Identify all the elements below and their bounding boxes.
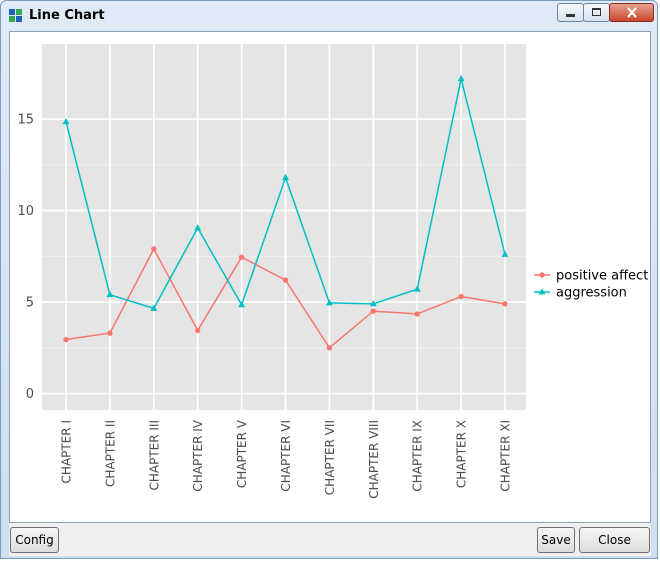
y-tick-label: 0 — [26, 387, 34, 402]
data-point — [62, 117, 70, 125]
data-point — [414, 311, 420, 317]
y-tick-label: 15 — [17, 113, 34, 128]
legend-key-marker — [539, 272, 545, 278]
data-point — [326, 345, 333, 351]
y-tick-label: 5 — [26, 296, 34, 311]
x-tick-label: CHAPTER X — [455, 420, 469, 488]
data-point — [370, 308, 376, 314]
minimize-button[interactable] — [557, 3, 584, 22]
x-tick-label: CHAPTER VIII — [367, 420, 381, 499]
data-point — [326, 299, 333, 306]
x-tick-label: CHAPTER XI — [499, 420, 513, 492]
data-point — [150, 304, 158, 311]
data-point — [238, 300, 245, 308]
x-tick-label: CHAPTER VI — [279, 420, 293, 492]
legend-label: aggression — [556, 286, 627, 301]
data-point — [369, 300, 377, 307]
data-point — [413, 285, 421, 292]
data-point — [63, 336, 69, 343]
data-point — [282, 277, 289, 283]
close-button[interactable]: Close — [579, 527, 650, 553]
minimize-icon — [566, 14, 575, 17]
data-point — [457, 74, 465, 82]
data-point — [501, 250, 509, 257]
data-point — [282, 173, 289, 180]
x-tick-label: CHAPTER III — [147, 420, 161, 491]
x-tick-label: CHAPTER IX — [411, 420, 425, 492]
x-tick-label: CHAPTER IV — [191, 419, 205, 491]
data-point — [106, 290, 114, 298]
data-point — [458, 293, 464, 300]
maximize-button[interactable] — [583, 3, 610, 22]
data-point — [107, 330, 113, 336]
save-button[interactable]: Save — [537, 527, 575, 553]
config-button[interactable]: Config — [10, 527, 59, 553]
legend-key-marker — [538, 288, 546, 295]
y-tick-label: 10 — [17, 204, 34, 219]
x-tick-label: CHAPTER VII — [323, 420, 337, 495]
chart-area: 0 5 10 15 CHAPTER I CHAPTER II CHAPTER III CHAP… — [9, 31, 651, 523]
button-bar: Config Save Close — [9, 523, 651, 556]
window-title: Line Chart — [29, 8, 105, 23]
maximize-icon — [592, 8, 601, 16]
close-window-button[interactable] — [609, 3, 654, 22]
close-icon — [627, 7, 637, 18]
legend-label: positive affect — [556, 269, 648, 284]
data-point — [502, 301, 508, 307]
data-point — [194, 224, 202, 231]
x-tick-label: CHAPTER I — [60, 420, 74, 483]
data-point — [238, 254, 245, 260]
plot-panel — [42, 44, 526, 410]
line-chart: 0 5 10 15 CHAPTER I CHAPTER II CHAPTER III CHAP… — [17, 44, 648, 499]
title-bar: Line Chart — [1, 1, 657, 31]
data-point — [151, 246, 157, 252]
data-point — [195, 327, 201, 334]
x-tick-label: CHAPTER V — [235, 419, 249, 488]
app-grid-icon — [9, 9, 23, 23]
x-tick-label: CHAPTER II — [103, 420, 117, 487]
